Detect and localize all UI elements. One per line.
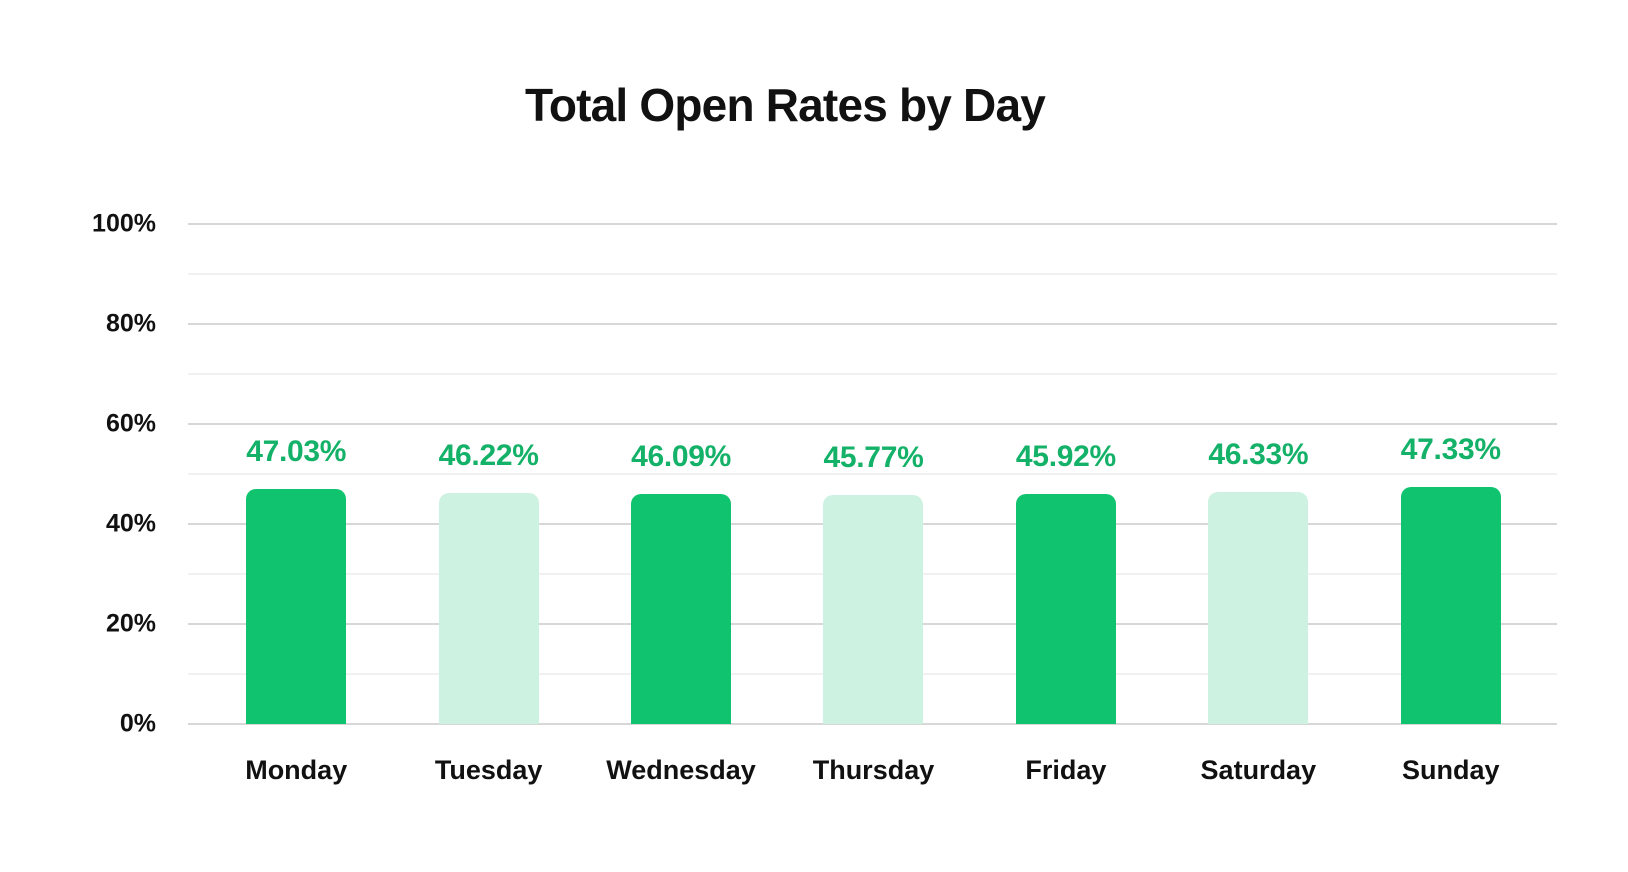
bar-friday	[1015, 494, 1116, 724]
bars-container: 47.03% 46.22% 46.09% 45.77% 45.92% 46.33% 47.3…	[200, 224, 1547, 724]
gridline-80-major	[188, 323, 1557, 325]
bar-tuesday	[438, 492, 539, 724]
bar-wednesday	[631, 493, 732, 724]
gridline-70-minor	[188, 373, 1557, 375]
gridline-60-major	[188, 423, 1557, 425]
bar-value-label-sunday: 47.33%	[1400, 433, 1501, 467]
x-axis-label-thursday: Thursday	[812, 755, 935, 785]
bar-thursday	[823, 495, 924, 724]
bar-column-friday: 45.92%	[970, 224, 1162, 724]
x-axis-label-saturday: Saturday	[1200, 755, 1317, 785]
y-tick-label-0: 0%	[119, 709, 156, 738]
x-axis-label-sunday: Sunday	[1401, 755, 1500, 785]
x-axis-label-friday: Friday	[1025, 755, 1107, 785]
gridline-90-minor	[188, 273, 1557, 275]
x-axis: Monday Tuesday Wednesday Thursday Friday Satu…	[200, 755, 1547, 786]
x-axis-label-tuesday: Tuesday	[434, 755, 543, 785]
bar-saturday	[1208, 492, 1309, 724]
chart-title: Total Open Rates by Day	[524, 79, 1046, 131]
bar-value-label-friday: 45.92%	[1015, 440, 1116, 474]
x-axis-label-monday: Monday	[245, 755, 348, 785]
bar-column-tuesday: 46.22%	[392, 224, 584, 724]
bar-value-label-saturday: 46.33%	[1208, 438, 1309, 472]
y-axis: 0% 20% 40% 60% 80% 100%	[0, 211, 156, 736]
bar-column-thursday: 45.77%	[777, 224, 969, 724]
y-tick-label-20: 20%	[105, 609, 156, 638]
bar-column-monday: 47.03%	[200, 224, 392, 724]
y-tick-label-40: 40%	[105, 509, 156, 538]
bar-sunday	[1400, 487, 1501, 724]
y-tick-label-80: 80%	[105, 309, 156, 338]
y-tick-label-100: 100%	[92, 209, 156, 238]
gridline-0-major	[188, 723, 1557, 725]
bar-column-wednesday: 46.09%	[585, 224, 777, 724]
gridline-100-major	[188, 223, 1557, 225]
bar-value-label-thursday: 45.77%	[823, 441, 924, 475]
bar-value-label-monday: 47.03%	[246, 434, 347, 468]
bar-monday	[246, 488, 347, 724]
y-tick-label-60: 60%	[105, 409, 156, 438]
bar-column-saturday: 46.33%	[1162, 224, 1354, 724]
bar-value-label-wednesday: 46.09%	[631, 439, 732, 473]
gridline-50-minor	[188, 473, 1557, 475]
bar-value-label-tuesday: 46.22%	[438, 438, 539, 472]
bar-column-sunday: 47.33%	[1355, 224, 1547, 724]
x-axis-label-wednesday: Wednesday	[606, 755, 756, 785]
